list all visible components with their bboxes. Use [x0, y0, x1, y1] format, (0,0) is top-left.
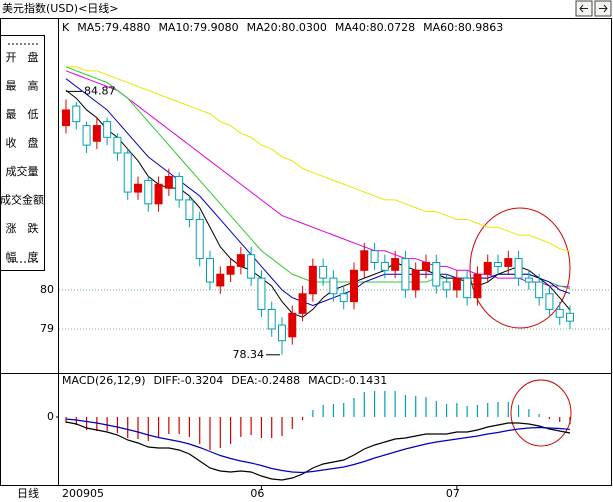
- info-label: 开 盘: [6, 50, 39, 64]
- candle-body: [154, 183, 163, 205]
- highlight-circle: [469, 207, 571, 329]
- candle-body: [236, 254, 245, 267]
- candle-body: [134, 183, 142, 193]
- candle-body: [226, 265, 235, 275]
- nav-left-button[interactable]: [575, 0, 593, 17]
- candle-body: [185, 199, 194, 220]
- legend-entry: MA20:80.0300: [247, 21, 327, 34]
- candle-body: [278, 324, 286, 342]
- candle-body: [62, 109, 70, 127]
- candle-body: [401, 258, 410, 291]
- candle-body: [442, 281, 451, 291]
- candle-body: [308, 265, 317, 295]
- legend-entry: DEA:-0.2488: [231, 374, 300, 387]
- window-title: 美元指数(USD)<日线>: [2, 1, 119, 15]
- info-label: 涨 跌: [6, 221, 39, 235]
- candle-body: [463, 277, 472, 299]
- candle-body: [473, 273, 482, 299]
- candle-body: [206, 258, 214, 283]
- info-label: 最 高: [6, 79, 39, 93]
- legend-entry: MA5:79.4880: [77, 21, 150, 34]
- y-tick-label: 79: [40, 322, 54, 335]
- legend-entry: K: [62, 21, 70, 34]
- candle-body: [319, 265, 328, 279]
- candle-body: [432, 261, 441, 287]
- candle-body: [555, 308, 564, 318]
- info-label: 幅 度: [6, 250, 39, 264]
- info-label: 最 低: [6, 108, 39, 121]
- candle-body: [566, 312, 574, 322]
- legend-entry: DIFF:-0.3204: [154, 374, 224, 387]
- y-tick-label: 80: [40, 283, 54, 296]
- candle-body: [422, 261, 430, 271]
- period-label: 日线: [17, 486, 39, 500]
- low-annotation: 78.34: [233, 348, 265, 361]
- x-tick-label: 07: [446, 487, 460, 500]
- candle-body: [144, 179, 153, 205]
- candle-body: [391, 258, 400, 271]
- candle-body: [288, 312, 297, 338]
- button-icon: [579, 4, 588, 13]
- candle-body: [92, 125, 101, 142]
- button-icon: [599, 4, 608, 13]
- macd-line: [65, 421, 571, 481]
- legend-entry: MA40:80.0728: [335, 21, 415, 34]
- candle-body: [350, 269, 358, 303]
- candle-body: [72, 105, 81, 123]
- candle-body: [267, 308, 276, 330]
- candle-body: [329, 277, 338, 295]
- candle-body: [411, 269, 420, 291]
- candle-body: [298, 293, 307, 314]
- candle-body: [360, 250, 369, 271]
- candle-body: [247, 254, 256, 279]
- candle-body: [524, 277, 533, 283]
- info-panel: [0, 35, 45, 271]
- legend-entry: MA60:80.9863: [423, 21, 503, 34]
- x-tick-label: 200905: [62, 487, 104, 500]
- candle-body: [216, 273, 225, 287]
- info-label: 收 盘: [6, 136, 39, 150]
- candle-body: [504, 258, 513, 267]
- moving-average-line: [65, 90, 571, 318]
- candle-body: [494, 261, 502, 267]
- candle-body: [545, 293, 554, 310]
- info-label: 成交金额: [0, 193, 44, 207]
- candle-body: [483, 261, 492, 275]
- highlight-circle: [510, 379, 572, 447]
- candle-body: [380, 261, 389, 271]
- legend-entry: MA10:79.9080: [158, 21, 238, 34]
- candle-body: [82, 125, 91, 146]
- nav-right-button[interactable]: [594, 0, 612, 17]
- y-tick-label: 0: [47, 410, 54, 423]
- candle-body: [370, 250, 379, 263]
- candle-body: [195, 218, 204, 260]
- candle-body: [514, 258, 523, 279]
- high-annotation: 84.87: [84, 84, 116, 97]
- candle-body: [113, 136, 122, 154]
- x-tick-label: 06: [250, 487, 264, 500]
- candle-body: [123, 152, 132, 193]
- candle-body: [452, 277, 461, 291]
- legend-entry: MACD:-0.1431: [308, 374, 387, 387]
- legend-entry: MACD(26,12,9): [62, 374, 146, 387]
- candle-body: [257, 277, 266, 310]
- macd-line: [65, 418, 571, 474]
- candle-body: [175, 175, 184, 201]
- candle-body: [535, 281, 544, 299]
- candle-body: [164, 175, 173, 189]
- moving-average-line: [66, 66, 571, 252]
- candle-body: [339, 293, 348, 303]
- info-label: 成交量: [6, 164, 39, 178]
- candle-body: [103, 121, 112, 138]
